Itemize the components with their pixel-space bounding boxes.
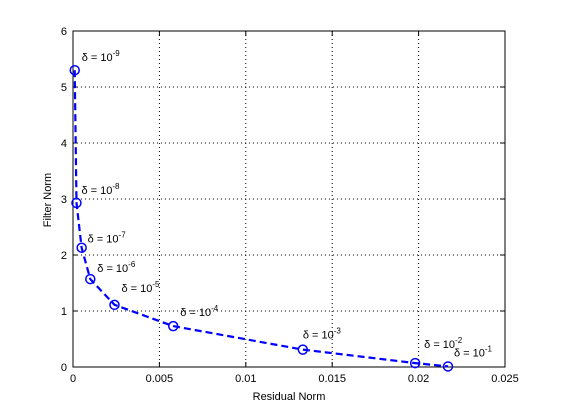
data-label: δ = 10-4	[180, 304, 219, 319]
data-point	[167, 320, 179, 332]
data-label-exponent: -7	[119, 231, 127, 240]
data-label-base: δ = 10	[424, 339, 455, 351]
y-tick-label: 6	[61, 26, 67, 38]
data-label-exponent: -5	[152, 280, 160, 289]
data-label-base: δ = 10	[121, 283, 152, 295]
data-label-exponent: -2	[455, 336, 463, 345]
data-label: δ = 10-6	[97, 260, 136, 275]
x-tick-label: 0.005	[146, 373, 174, 385]
y-axis-label: Filter Norm	[42, 173, 54, 227]
data-label-exponent: -9	[113, 49, 121, 58]
point-labels: δ = 10-9δ = 10-8δ = 10-7δ = 10-6δ = 10-5…	[81, 49, 492, 359]
data-label-exponent: -3	[334, 327, 342, 336]
y-tick-label: 2	[61, 250, 67, 262]
data-point	[71, 197, 82, 209]
data-points	[69, 64, 454, 372]
data-label: δ = 10-3	[303, 327, 342, 342]
data-label-base: δ = 10	[97, 263, 128, 275]
x-axis-label: Residual Norm	[253, 391, 326, 403]
data-label-exponent: -8	[112, 182, 120, 191]
data-label-base: δ = 10	[180, 307, 211, 319]
data-label-base: δ = 10	[82, 52, 113, 64]
y-tick-label: 1	[61, 306, 67, 318]
data-point	[109, 299, 120, 311]
x-tick-label: 0.02	[408, 373, 429, 385]
data-label: δ = 10-5	[121, 280, 160, 295]
data-point	[409, 357, 421, 369]
axes: 0 0.005 0.01 0.015 0.02 0.025 0 1 2 3 4 5 6	[61, 26, 519, 385]
data-label: δ = 10-2	[424, 336, 463, 351]
data-label: δ = 10-9	[82, 49, 121, 64]
grid-lines	[73, 31, 505, 367]
data-label-base: δ = 10	[454, 347, 485, 359]
data-label-exponent: -4	[211, 304, 219, 313]
series-lines	[73, 70, 449, 368]
x-tick-label: 0	[70, 373, 76, 385]
data-point	[85, 273, 96, 285]
data-label-base: δ = 10	[303, 330, 334, 342]
data-point	[69, 64, 80, 76]
data-point	[76, 242, 87, 253]
data-point	[297, 344, 309, 355]
x-tick-label: 0.015	[318, 373, 346, 385]
data-label-exponent: -6	[128, 260, 136, 269]
data-label-base: δ = 10	[81, 185, 112, 197]
y-tick-label: 3	[61, 194, 67, 206]
x-tick-label: 0.01	[235, 373, 256, 385]
y-tick-label: 5	[61, 82, 67, 94]
data-label: δ = 10-8	[81, 182, 120, 197]
x-tick-label: 0.025	[491, 373, 519, 385]
data-label: δ = 10-7	[88, 231, 127, 246]
data-label-base: δ = 10	[88, 234, 119, 246]
data-label-exponent: -1	[485, 344, 493, 353]
series-line	[73, 70, 449, 368]
y-tick-label: 0	[61, 362, 67, 374]
data-label: δ = 10-1	[454, 344, 493, 359]
y-tick-label: 4	[61, 138, 67, 150]
data-point	[442, 361, 454, 372]
